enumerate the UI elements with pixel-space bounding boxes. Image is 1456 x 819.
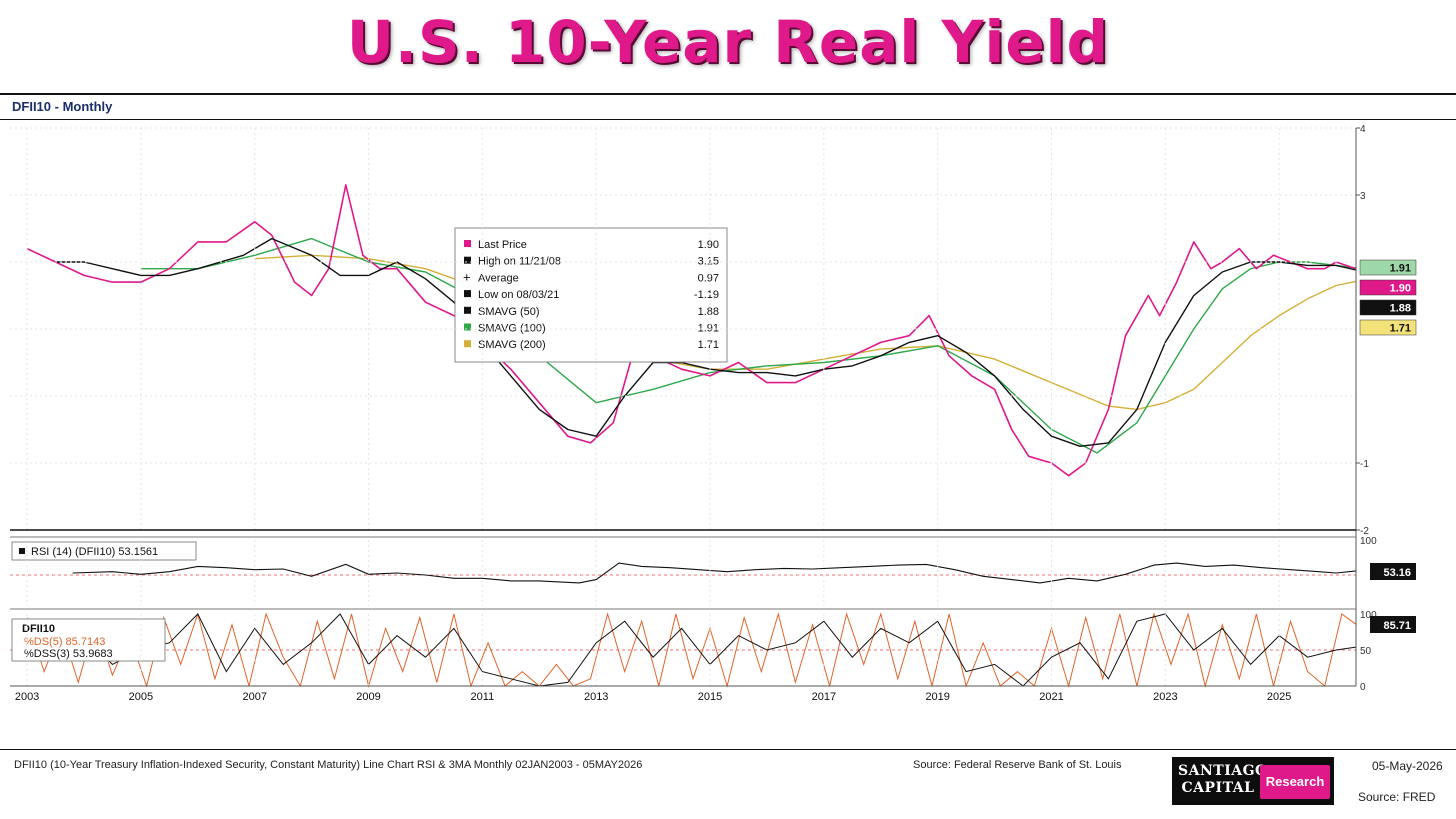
series-line-price	[26, 184, 1357, 477]
stochastic-panel: DFII10%DS(5) 85.7143%DSS(3) 53.9683	[10, 612, 1357, 688]
legend-value: 1.91	[698, 323, 719, 335]
legend-value: 1.90	[698, 239, 719, 251]
value-tag	[1359, 279, 1417, 296]
rsi-value-tag	[1370, 563, 1416, 580]
value-tag-text: 1.90	[1390, 283, 1411, 295]
legend-label: SMAVG (50)	[478, 306, 540, 318]
x-tick-label: 2015	[698, 691, 722, 703]
legend-label: SMAVG (200)	[478, 339, 546, 351]
legend-marker	[464, 256, 471, 264]
legend-value: -1.19	[694, 289, 719, 301]
value-tag-text: 1.88	[1390, 303, 1411, 315]
x-tick-label: 2013	[584, 691, 608, 703]
value-tag	[1359, 319, 1417, 336]
x-tick-label: 2025	[1267, 691, 1291, 703]
series-line-sma100	[140, 237, 1357, 454]
y-tick-label: 4	[1360, 124, 1366, 135]
x-tick-label: 2021	[1039, 691, 1063, 703]
footer-source: Source: Federal Reserve Bank of St. Loui…	[913, 759, 1122, 771]
legend-label: Last Price	[478, 239, 527, 251]
y-tick-label: 3	[1360, 191, 1366, 202]
legend-label: Low on 08/03/21	[478, 289, 559, 301]
x-tick-label: 2019	[925, 691, 949, 703]
footer-divider	[0, 749, 1456, 750]
legend-marker	[464, 306, 471, 314]
value-tag-text: 1.71	[1390, 323, 1411, 335]
stoch-y-tick-label: 100	[1360, 610, 1377, 621]
logo-text: SANTIAGO CAPITAL	[1178, 763, 1268, 796]
legend-value: 0.97	[698, 272, 719, 284]
axes-layer: 2003 2005 2007 2009 2011 2013 2015 2017 2019 2021…	[10, 124, 1417, 703]
x-tick-label: 2017	[812, 691, 836, 703]
series-line-sma200	[254, 254, 1357, 411]
legend-marker	[464, 340, 471, 348]
y-tick-label: -1	[1360, 459, 1369, 470]
value-tag-text: 1.91	[1390, 263, 1411, 275]
rsi-panel: RSI (14) (DFII10) 53.1561	[10, 541, 1357, 584]
rsi-label: RSI (14) (DFII10) 53.1561	[31, 546, 158, 558]
value-tag	[1359, 259, 1417, 276]
legend-label: Average	[478, 272, 519, 284]
stoch-ds-label: %DS(5) 85.7143	[24, 636, 105, 648]
legend-value: 1.88	[698, 306, 719, 318]
x-tick-label: 2003	[15, 691, 39, 703]
y-tick-label: -2	[1360, 526, 1369, 537]
rsi-marker	[19, 548, 25, 554]
stoch-title: DFII10	[22, 623, 55, 635]
title-divider	[0, 93, 1456, 95]
stoch-dss-line	[26, 613, 1357, 687]
x-tick-label: 2007	[242, 691, 266, 703]
x-tick-label: 2011	[471, 691, 495, 703]
value-tag	[1359, 299, 1417, 316]
legend-frame	[454, 227, 728, 363]
legend-box: Last Price 1.90 High on 11/21/08 3.15 + Avera…	[454, 227, 728, 363]
stoch-dss-label: %DSS(3) 53.9683	[24, 648, 113, 660]
legend-marker	[464, 240, 471, 247]
footer-date: 05-May-2026	[1372, 759, 1443, 773]
footer-description: DFII10 (10-Year Treasury Inflation-Index…	[14, 759, 643, 771]
stoch-value-tag-text: 85.71	[1383, 620, 1411, 632]
legend-label: High on 11/21/08	[478, 256, 561, 268]
rsi-label-box	[11, 541, 197, 561]
rsi-value-tag-text: 53.16	[1383, 567, 1411, 579]
x-tick-label: 2005	[129, 691, 153, 703]
legend-value: 3.15	[698, 256, 719, 268]
footer-source-right: Source: FRED	[1358, 790, 1436, 804]
stoch-y-tick-label: 50	[1360, 646, 1372, 657]
legend-value: 1.71	[698, 339, 719, 351]
x-tick-label: 2009	[356, 691, 380, 703]
logo-research-badge: Research	[1260, 765, 1330, 799]
main-price-panel: Last Price 1.90 High on 11/21/08 3.15 + Avera…	[26, 184, 1357, 477]
x-tick-label: 2023	[1153, 691, 1177, 703]
stoch-label-box	[11, 618, 166, 662]
series-label: DFII10 - Monthly	[12, 99, 113, 114]
chart-title: U.S. 10-Year Real Yield	[346, 8, 1110, 76]
stoch-value-tag	[1370, 616, 1416, 633]
rsi-y-tick-label: 100	[1360, 536, 1377, 547]
legend-marker: +	[463, 269, 471, 284]
header-divider	[0, 119, 1456, 120]
rsi-line	[72, 562, 1357, 584]
santiago-capital-logo: SANTIAGO CAPITAL Research	[1172, 757, 1334, 805]
legend-marker	[464, 323, 471, 331]
stoch-y-tick-label: 0	[1360, 682, 1366, 693]
legend-marker	[464, 290, 471, 298]
